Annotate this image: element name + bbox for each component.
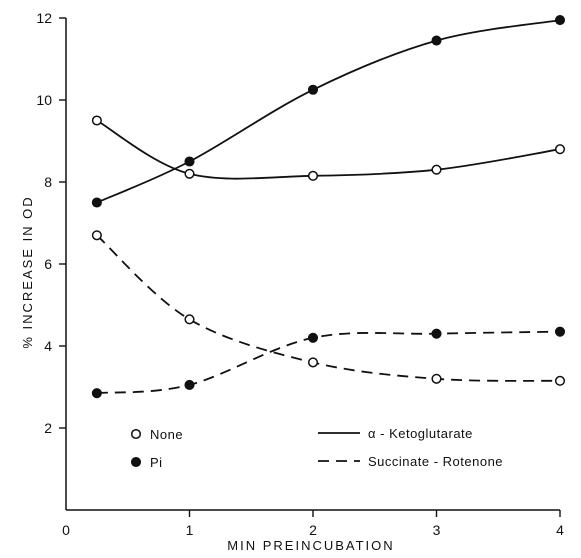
data-point-ketoglutarate-pi [431,35,442,46]
x-tick-label: 2 [309,522,317,538]
y-tick-label: 8 [44,174,52,190]
series-line-succinate-none [96,234,561,382]
x-tick-label: 1 [186,522,194,538]
x-tick-label: 3 [433,522,441,538]
x-tick-label: 0 [62,522,70,538]
x-tick-label: 4 [556,522,564,538]
legend-marker-none [130,428,142,440]
data-point-ketoglutarate-none [91,115,102,126]
y-axis-title: % INCREASE IN OD [20,195,35,348]
legend-label-pi: Pi [150,455,163,470]
data-point-ketoglutarate-pi [91,197,102,208]
data-point-succinate-pi [431,328,442,339]
series-line-ketoglutarate-none [96,119,561,180]
data-point-succinate-none [307,357,319,368]
data-point-succinate-pi [554,326,566,337]
data-point-succinate-pi [91,388,102,399]
data-point-ketoglutarate-pi [554,14,566,26]
legend-label-none: None [150,427,183,442]
data-point-succinate-pi [184,379,195,391]
y-tick-label: 12 [36,10,52,26]
data-point-succinate-none [184,314,195,325]
data-point-ketoglutarate-none [307,170,319,181]
y-tick-label: 2 [44,420,52,436]
data-point-succinate-none [431,373,442,384]
chart-series [91,14,566,399]
legend-label-ketoglutarate: α - Ketoglutarate [368,426,473,441]
data-point-succinate-none [554,375,566,386]
data-point-ketoglutarate-none [554,144,566,155]
data-point-succinate-none [91,230,102,241]
y-tick-label: 4 [44,338,52,354]
x-axis-title: MIN PREINCUBATION [227,538,394,553]
chart-legend: None Pi α - Ketoglutarate Succinate - Roten… [130,426,503,470]
data-point-ketoglutarate-none [184,168,195,179]
y-tick-label: 10 [36,92,52,108]
legend-marker-pi [130,456,142,468]
legend-label-succinate: Succinate - Rotenone [368,454,503,469]
y-tick-label: 6 [44,256,52,272]
data-point-succinate-pi [307,332,319,343]
series-line-succinate-pi [96,330,561,394]
data-point-ketoglutarate-pi [307,84,319,95]
data-point-ketoglutarate-none [431,164,442,175]
data-point-ketoglutarate-pi [184,156,195,167]
